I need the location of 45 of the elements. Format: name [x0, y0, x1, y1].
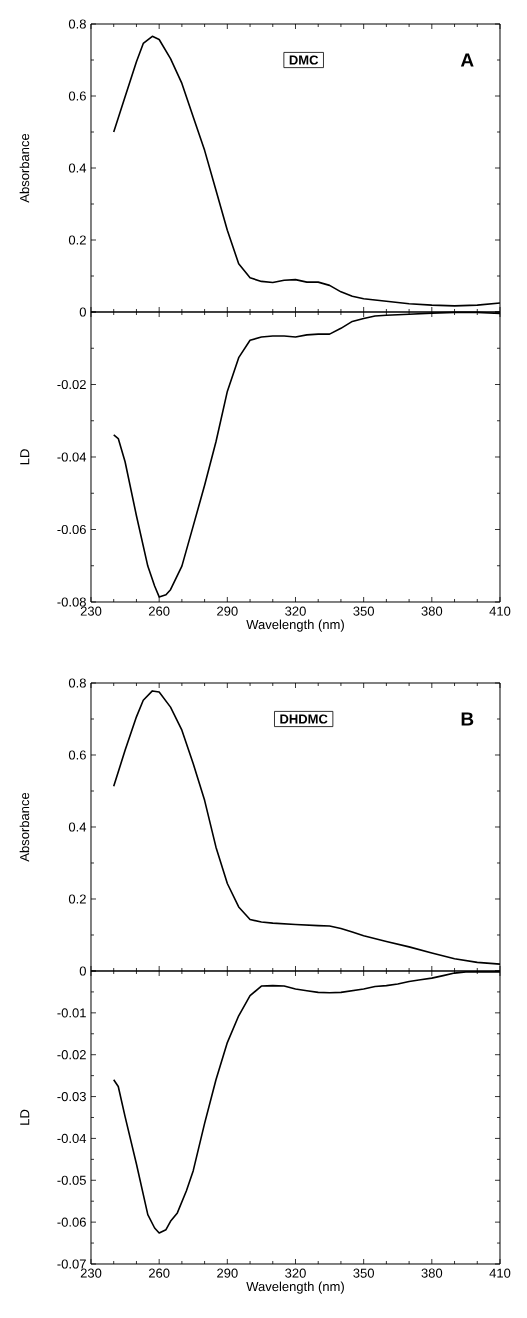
x-tick-label: 320: [285, 1268, 306, 1278]
y-tick-label: -0.08: [57, 597, 86, 607]
y-tick-label: -0.04: [57, 452, 87, 462]
y-tick-label: -0.05: [57, 1175, 86, 1185]
annotation: DMC: [289, 55, 319, 65]
y-tick-label: -0.03: [57, 1091, 86, 1102]
x-tick-label: 230: [80, 1268, 102, 1278]
y-axis-title: LD: [20, 1109, 30, 1125]
annotation: DHDMC: [280, 714, 328, 724]
annotation: A: [460, 53, 474, 67]
y-tick-label: -0.07: [57, 1259, 86, 1269]
y-tick-label: -0.01: [57, 1008, 86, 1018]
annotation: B: [461, 712, 474, 726]
y-tick-label: 0.4: [68, 163, 87, 173]
y-tick-label: 0.8: [68, 678, 86, 688]
y-axis-title: Absorbance: [19, 133, 30, 203]
x-tick-label: 230: [80, 606, 102, 616]
y-tick-label: 0: [79, 307, 86, 317]
x-tick-label: 320: [285, 606, 306, 616]
y-axis-title: Absorbance: [19, 792, 30, 862]
y-tick-label: 0.2: [68, 894, 86, 904]
x-tick-label: 410: [489, 1268, 511, 1278]
y-tick-label: -0.06: [57, 1217, 86, 1227]
x-tick-label: 290: [217, 1268, 238, 1278]
x-tick-label: 260: [148, 606, 170, 616]
y-tick-label: -0.06: [57, 524, 86, 535]
y-axis-title: LD: [20, 449, 30, 465]
x-axis-title: Wavelength (nm): [246, 619, 344, 632]
y-tick-label: 0.6: [68, 91, 86, 101]
y-tick-label: 0.2: [68, 235, 86, 245]
y-tick-label: -0.02: [57, 1050, 86, 1060]
x-tick-label: 410: [489, 606, 511, 616]
x-tick-label: 380: [421, 606, 443, 616]
x-tick-label: 350: [353, 1268, 374, 1278]
x-tick-label: 290: [217, 606, 238, 616]
y-tick-label: -0.04: [57, 1133, 87, 1144]
y-tick-label: 0.6: [68, 750, 86, 760]
x-tick-label: 380: [421, 1268, 443, 1278]
y-tick-label: -0.02: [57, 379, 86, 390]
x-tick-label: 260: [148, 1268, 170, 1278]
x-axis-title: Wavelength (nm): [246, 1281, 344, 1294]
y-tick-label: 0.4: [68, 822, 87, 832]
y-tick-label: 0: [79, 966, 86, 976]
x-tick-label: 350: [353, 606, 374, 616]
y-tick-label: 0.8: [68, 19, 86, 29]
